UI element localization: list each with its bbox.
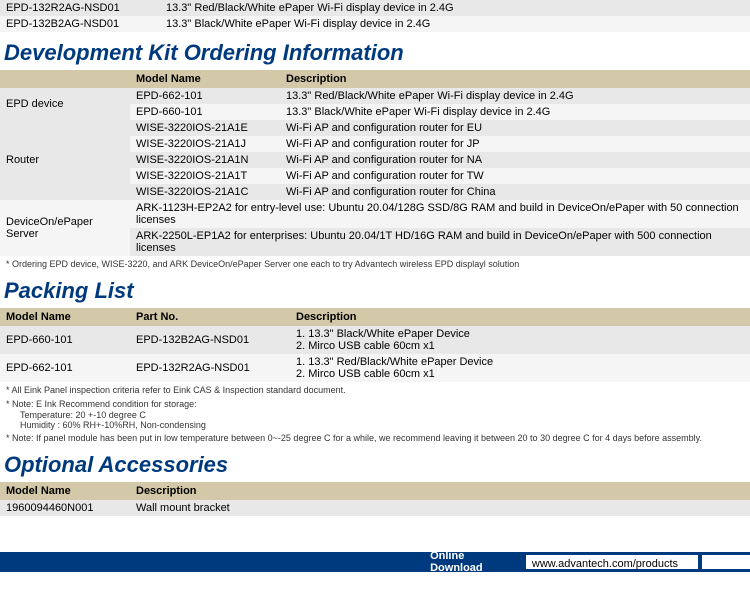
part-cell: EPD-132R2AG-NSD01 <box>130 354 290 382</box>
model-cell: WISE-3220IOS-21A1T <box>130 168 280 184</box>
top-product-table: EPD-132R2AG-NSD01 13.3" Red/Black/White e… <box>0 0 750 32</box>
footer-bar: Online Download www.advantech.com/produc… <box>0 552 750 572</box>
packing-title: Packing List <box>0 270 750 308</box>
table-row: RouterWISE-3220IOS-21A1EWi-Fi AP and con… <box>0 120 750 136</box>
footer-box <box>702 555 750 569</box>
desc-cell: Wi-Fi AP and configuration router for TW <box>280 168 750 184</box>
desc-cell: Wi-Fi AP and configuration router for NA <box>280 152 750 168</box>
footnote-line: Temperature: 20 +-10 degree C <box>0 410 750 420</box>
category-cell: EPD device <box>0 88 130 120</box>
table-row: DeviceOn/ePaper ServerARK-1123H-EP2A2 fo… <box>0 200 750 228</box>
model-cell: EPD-660-101 <box>0 326 130 354</box>
footnote-line: Humidity : 60% RH+-10%RH, Non-condensing <box>0 420 750 430</box>
merged-cell: ARK-1123H-EP2A2 for entry-level use: Ubu… <box>130 200 750 228</box>
col-header: Description <box>280 70 750 88</box>
footer-url[interactable]: www.advantech.com/products <box>526 555 698 569</box>
col-header: Model Name <box>0 482 130 500</box>
footnote-line: * Note: E Ink Recommend condition for st… <box>0 396 750 410</box>
desc-cell: 1. 13.3" Red/Black/White ePaper Device 2… <box>290 354 750 382</box>
optional-title: Optional Accessories <box>0 444 750 482</box>
desc-cell: 1. 13.3" Black/White ePaper Device 2. Mi… <box>290 326 750 354</box>
model-cell: WISE-3220IOS-21A1C <box>130 184 280 200</box>
table-row: EPD deviceEPD-662-10113.3" Red/Black/Whi… <box>0 88 750 104</box>
desc-cell: Wi-Fi AP and configuration router for Ch… <box>280 184 750 200</box>
model-cell: EPD-662-101 <box>0 354 130 382</box>
desc-cell: 13.3" Black/White ePaper Wi-Fi display d… <box>160 16 750 32</box>
desc-cell: Wi-Fi AP and configuration router for JP <box>280 136 750 152</box>
desc-cell: 13.3" Black/White ePaper Wi-Fi display d… <box>280 104 750 120</box>
table-row: EPD-132B2AG-NSD01 13.3" Black/White ePape… <box>0 16 750 32</box>
col-header: Part No. <box>130 308 290 326</box>
desc-cell: Wall mount bracket <box>130 500 750 516</box>
col-header: Model Name <box>130 70 280 88</box>
merged-cell: ARK-2250L-EP1A2 for enterprises: Ubuntu … <box>130 228 750 256</box>
devkit-title: Development Kit Ordering Information <box>0 32 750 70</box>
model-cell: EPD-132B2AG-NSD01 <box>0 16 130 32</box>
part-cell: EPD-132B2AG-NSD01 <box>130 326 290 354</box>
packing-table: Model NamePart No.Description EPD-660-10… <box>0 308 750 382</box>
desc-cell: Wi-Fi AP and configuration router for EU <box>280 120 750 136</box>
desc-cell: 13.3" Red/Black/White ePaper Wi-Fi displ… <box>280 88 750 104</box>
model-cell: EPD-660-101 <box>130 104 280 120</box>
model-cell: WISE-3220IOS-21A1E <box>130 120 280 136</box>
model-cell: WISE-3220IOS-21A1J <box>130 136 280 152</box>
desc-cell: 13.3" Red/Black/White ePaper Wi-Fi displ… <box>160 0 750 16</box>
table-row: 1960094460N001Wall mount bracket <box>0 500 750 516</box>
col-header <box>0 70 130 88</box>
model-cell: WISE-3220IOS-21A1N <box>130 152 280 168</box>
devkit-table: Model NameDescription EPD deviceEPD-662-… <box>0 70 750 256</box>
footnote-line: * All Eink Panel inspection criteria ref… <box>0 382 750 396</box>
model-cell: EPD-662-101 <box>130 88 280 104</box>
packing-footnotes: * All Eink Panel inspection criteria ref… <box>0 382 750 444</box>
table-row: EPD-662-101EPD-132R2AG-NSD011. 13.3" Red… <box>0 354 750 382</box>
col-header: Description <box>290 308 750 326</box>
col-header: Model Name <box>0 308 130 326</box>
category-cell: DeviceOn/ePaper Server <box>0 200 130 256</box>
devkit-footnote: * Ordering EPD device, WISE-3220, and AR… <box>0 256 750 270</box>
optional-table: Model NameDescription 1960094460N001Wall… <box>0 482 750 516</box>
col-header: Description <box>130 482 750 500</box>
table-row: EPD-132R2AG-NSD01 13.3" Red/Black/White e… <box>0 0 750 16</box>
footer-label: Online Download <box>420 550 526 574</box>
model-cell: 1960094460N001 <box>0 500 130 516</box>
footnote-line: * Note: If panel module has been put in … <box>0 430 750 444</box>
category-cell: Router <box>0 120 130 200</box>
model-cell: EPD-132R2AG-NSD01 <box>0 0 130 16</box>
table-row: EPD-660-101EPD-132B2AG-NSD011. 13.3" Bla… <box>0 326 750 354</box>
